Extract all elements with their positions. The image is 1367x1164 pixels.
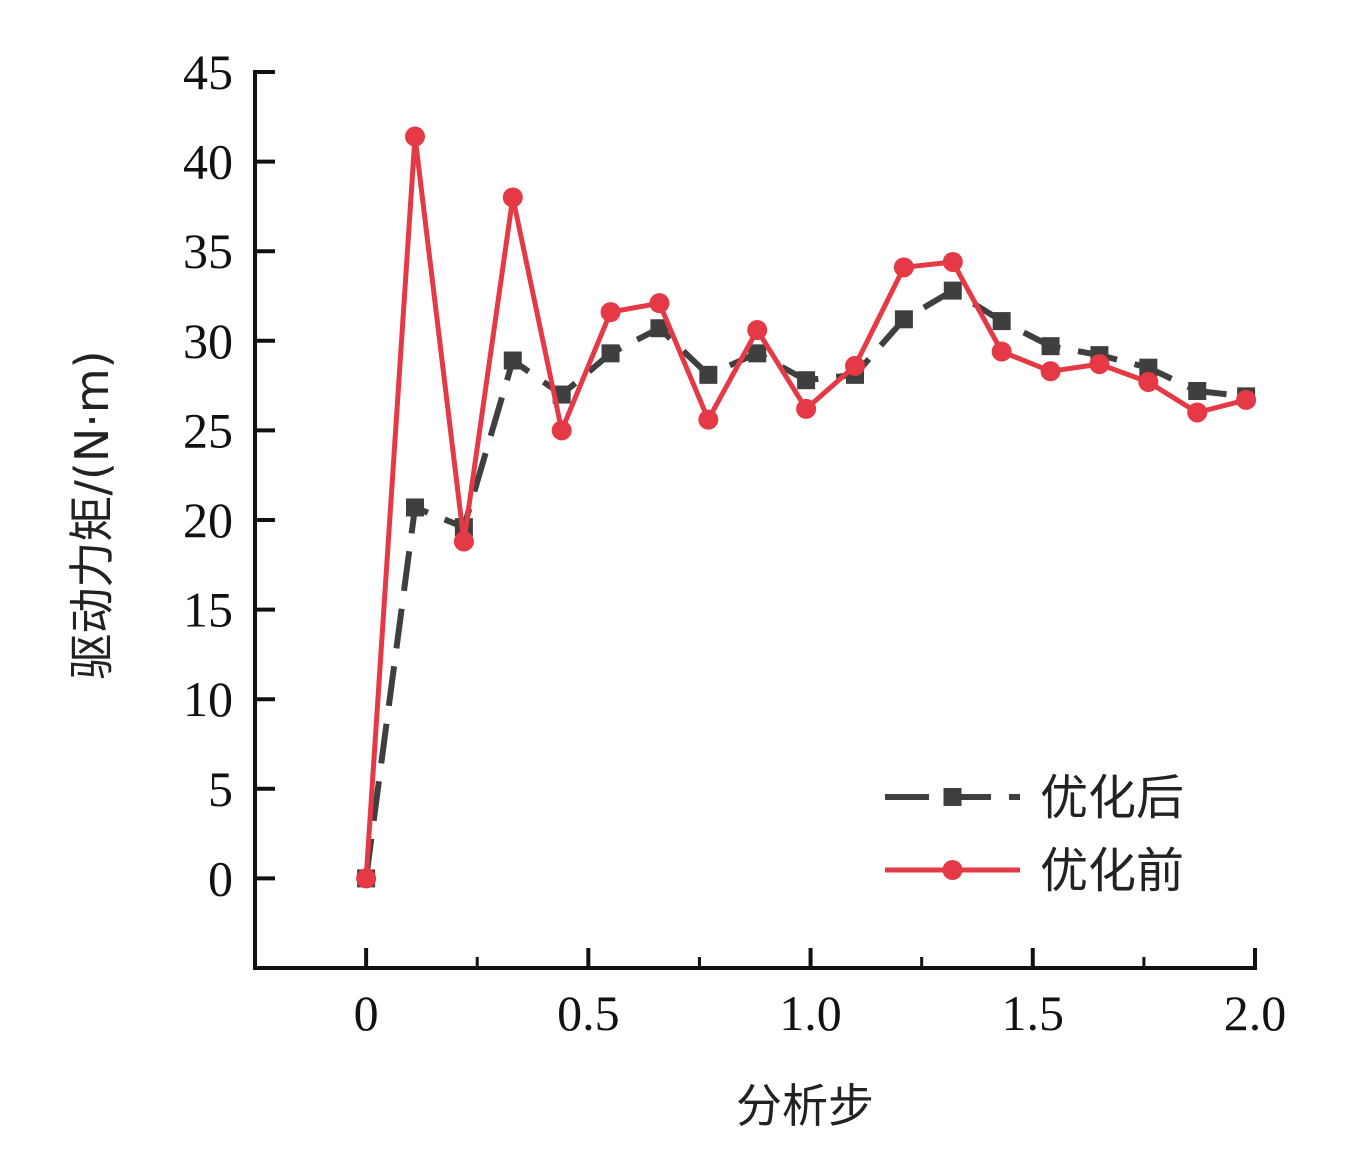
data-point [1187, 402, 1208, 423]
data-point [748, 344, 767, 363]
data-point [503, 351, 522, 370]
data-point [747, 320, 768, 341]
plot-area [356, 126, 1257, 889]
y-tick-label: 40 [183, 134, 233, 190]
data-point [1236, 389, 1257, 410]
data-point [356, 868, 377, 889]
legend-marker [943, 788, 962, 806]
data-point [1041, 337, 1060, 356]
data-point [1089, 354, 1110, 375]
series-line [363, 134, 1247, 879]
y-tick-label: 35 [183, 223, 233, 279]
x-axis-title: 分析步 [736, 1079, 874, 1133]
y-tick-label: 25 [183, 402, 233, 458]
x-tick-label: 1.0 [779, 985, 842, 1041]
data-point [991, 341, 1012, 362]
data-point [699, 365, 718, 384]
y-tick-label: 15 [183, 582, 233, 638]
legend-marker [942, 860, 963, 880]
data-point [453, 531, 474, 552]
legend-item: 优化前 [885, 843, 1184, 899]
data-point [698, 409, 719, 430]
data-point [796, 398, 817, 419]
y-tick-label: 20 [183, 492, 233, 548]
data-point [894, 310, 913, 329]
data-point [551, 420, 572, 441]
data-point [943, 281, 962, 300]
y-tick-label: 5 [208, 761, 233, 817]
data-point [600, 302, 621, 323]
y-axis-title: 驱动力矩/(N·m) [65, 350, 119, 679]
data-point [405, 126, 425, 147]
data-point [1139, 358, 1158, 377]
data-point [942, 251, 963, 272]
data-point [893, 257, 914, 278]
y-tick-label: 30 [183, 313, 233, 369]
data-point [1040, 361, 1061, 382]
data-point [649, 293, 670, 314]
data-point [502, 187, 523, 208]
y-tick-label: 45 [183, 44, 233, 100]
data-point [1188, 381, 1207, 400]
data-point [601, 344, 620, 363]
axes: 0 5 10 15 20 25 30 35 40 45 0 0.5 1.0 1.5 2.0 [183, 44, 1286, 1041]
data-point [992, 312, 1011, 331]
x-tick-label: 1.5 [1002, 985, 1065, 1041]
y-tick-label: 0 [208, 850, 233, 906]
x-tick-label: 0 [354, 985, 379, 1041]
legend-item: 优化后 [885, 770, 1184, 826]
data-point [797, 371, 816, 390]
legend-label: 优化前 [1040, 843, 1184, 899]
x-tick-label: 2.0 [1224, 985, 1287, 1041]
data-point [1138, 372, 1159, 393]
data-point [650, 319, 669, 338]
legend-label: 优化后 [1040, 770, 1184, 826]
y-tick-label: 10 [183, 671, 233, 727]
x-tick-label: 0.5 [557, 985, 620, 1041]
data-point [845, 355, 865, 376]
series-2 [356, 126, 1257, 889]
data-point [406, 498, 424, 517]
